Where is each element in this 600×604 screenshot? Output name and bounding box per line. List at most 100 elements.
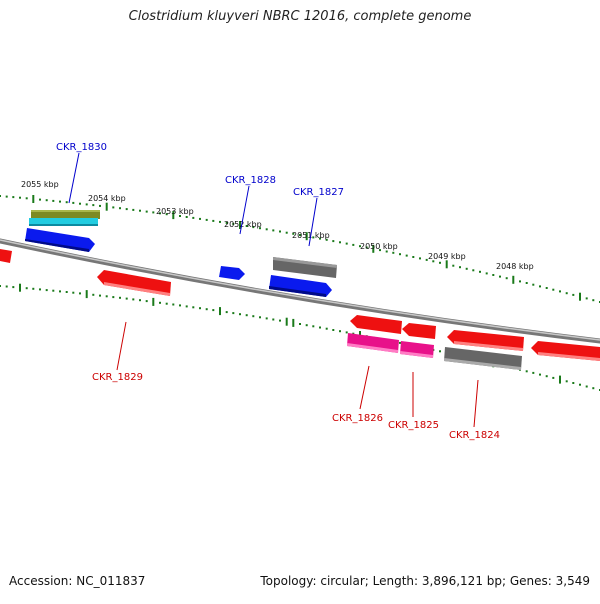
gene-label-ckr-1826: CKR_1826 <box>332 413 383 424</box>
inner-minor-tick <box>179 304 181 307</box>
outer-minor-tick <box>65 201 68 204</box>
outer-minor-tick <box>25 197 28 200</box>
outer-minor-tick <box>419 257 421 260</box>
feature-ckr-1827[interactable] <box>273 257 337 278</box>
genome-backbone-highlight <box>0 239 600 341</box>
outer-minor-tick <box>212 219 215 222</box>
feature-ckr-1825-shade <box>400 351 433 358</box>
outer-minor-tick <box>92 204 95 207</box>
outer-minor-tick <box>479 270 481 273</box>
feature-red-b[interactable] <box>402 323 436 339</box>
scale-label-2055: 2055 kbp <box>21 180 59 189</box>
inner-minor-tick <box>565 380 568 383</box>
outer-minor-tick <box>72 201 75 204</box>
inner-minor-tick <box>225 311 228 314</box>
outer-minor-tick <box>139 209 141 212</box>
inner-minor-tick <box>572 382 575 384</box>
outer-minor-tick <box>299 234 301 236</box>
feature-ckr-1828[interactable] <box>219 266 245 280</box>
outer-minor-tick <box>365 246 368 249</box>
outer-minor-tick <box>59 200 61 203</box>
scale-label-2049: 2049 kbp <box>428 252 466 261</box>
inner-major-tick <box>559 375 561 384</box>
label-leaders <box>68 152 479 428</box>
outer-minor-tick <box>99 204 101 207</box>
outer-minor-tick <box>525 282 528 284</box>
outer-major-tick <box>579 292 581 301</box>
outer-minor-tick <box>132 208 135 211</box>
outer-minor-tick <box>345 242 348 245</box>
inner-minor-tick <box>45 289 48 292</box>
inner-minor-tick <box>12 286 15 289</box>
gene-label-ckr-1825: CKR_1825 <box>388 420 439 431</box>
outer-minor-tick <box>52 199 55 202</box>
feature-cyan-shade <box>29 224 98 226</box>
inner-minor-tick <box>212 309 215 312</box>
feature-cyan[interactable] <box>29 218 98 226</box>
outer-minor-tick <box>592 299 595 302</box>
genome-title: Clostridium kluyveri NBRC 12016, complet… <box>128 9 472 24</box>
gene-label-ckr-1828: CKR_1828 <box>225 175 276 186</box>
inner-minor-tick <box>232 312 235 315</box>
leader-ckr-1830 <box>68 152 80 204</box>
feature-red-a[interactable] <box>350 315 402 334</box>
feature-ckr-1824-shade <box>444 358 521 370</box>
outer-minor-tick <box>5 195 8 198</box>
feature-ckr-1830-shade <box>25 239 89 252</box>
inner-minor-tick <box>312 325 315 328</box>
outer-minor-tick <box>225 221 228 224</box>
inner-minor-tick <box>279 319 281 322</box>
feature-ckr-1827-blue[interactable] <box>269 275 332 297</box>
feature-red-d[interactable] <box>531 341 600 361</box>
inner-minor-tick <box>299 323 301 325</box>
feature-ckr-1827-blue-shade <box>269 286 326 297</box>
inner-minor-tick <box>525 370 528 373</box>
outer-minor-tick <box>332 240 335 243</box>
outer-minor-tick <box>285 231 288 234</box>
outer-minor-tick <box>272 229 275 232</box>
inner-tick-ring <box>0 283 600 391</box>
inner-minor-tick <box>252 315 255 318</box>
inner-minor-tick <box>185 305 188 308</box>
inner-minor-tick <box>585 385 588 388</box>
outer-tick-ring <box>0 195 600 303</box>
outer-minor-tick <box>252 226 255 229</box>
inner-minor-tick <box>272 318 275 321</box>
leader-ckr-1824 <box>473 379 479 428</box>
inner-minor-tick <box>265 317 268 320</box>
outer-minor-tick <box>572 293 575 296</box>
outer-minor-tick <box>465 267 468 270</box>
scale-label-2052: 2052 kbp <box>224 220 262 229</box>
inner-minor-tick <box>125 297 128 300</box>
feature-ckr-1826[interactable] <box>347 333 399 353</box>
outer-minor-tick <box>312 236 315 239</box>
inner-minor-tick <box>165 302 168 305</box>
outer-minor-tick <box>539 285 541 288</box>
inner-minor-tick <box>52 289 55 292</box>
outer-minor-tick <box>185 216 188 218</box>
gene-label-ckr-1830: CKR_1830 <box>56 142 107 153</box>
outer-minor-tick <box>352 243 355 246</box>
inner-minor-tick <box>65 291 68 293</box>
outer-major-tick <box>105 202 108 211</box>
inner-minor-tick <box>5 285 8 288</box>
outer-minor-tick <box>152 211 155 214</box>
outer-minor-tick <box>499 275 501 278</box>
inner-minor-tick <box>159 301 161 304</box>
inner-minor-tick <box>205 308 208 311</box>
inner-major-tick <box>219 307 221 316</box>
outer-minor-tick <box>205 218 208 221</box>
inner-minor-tick <box>119 296 121 299</box>
feature-ckr-1824[interactable] <box>444 347 522 370</box>
outer-major-tick <box>512 275 515 284</box>
feature-ckr-1829[interactable] <box>97 270 171 296</box>
outer-minor-tick <box>552 288 555 291</box>
feature-ckr-1830[interactable] <box>25 228 95 252</box>
feature-olive[interactable] <box>31 210 100 219</box>
feature-red-left-edge[interactable] <box>0 249 12 263</box>
feature-red-c[interactable] <box>447 330 524 351</box>
outer-minor-tick <box>392 251 395 254</box>
outer-minor-tick <box>492 274 495 276</box>
outer-minor-tick <box>85 203 88 206</box>
outer-minor-tick <box>485 272 488 275</box>
